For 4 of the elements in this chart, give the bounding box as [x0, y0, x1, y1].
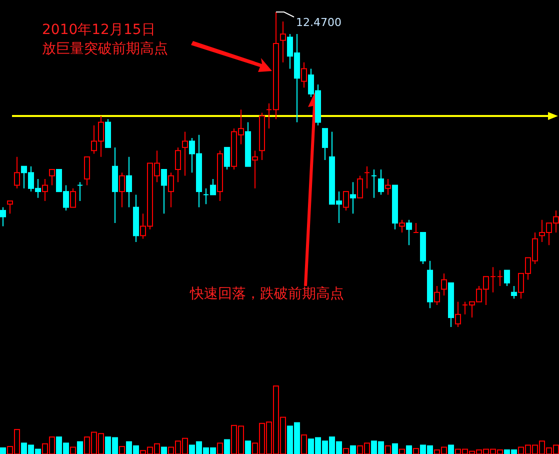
annotation: 放巨量突破前期高点 — [42, 41, 168, 57]
annotation: 12.4700 — [296, 16, 342, 29]
annotation: 快速回落，跌破前期高点 — [189, 286, 344, 302]
annotation: 2010年12月15日 — [42, 22, 156, 38]
